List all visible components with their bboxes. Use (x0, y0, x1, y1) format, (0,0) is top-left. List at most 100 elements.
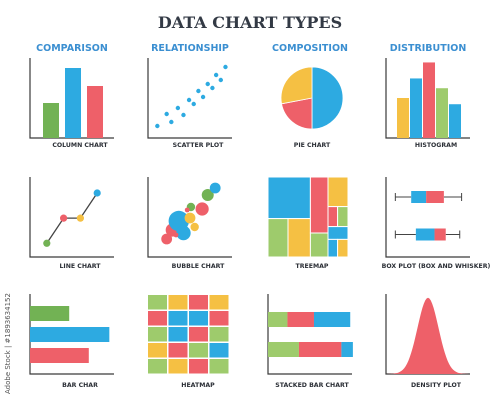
line-point-2 (76, 214, 84, 222)
stacked-seg-0-0 (268, 312, 288, 327)
chart-caption-10: STACKED BAR CHART (275, 382, 349, 389)
chart-panel-11 (385, 294, 470, 375)
chart-caption-0: COLUMN CHART (52, 142, 108, 149)
treemap-cell-0 (267, 176, 311, 220)
scatter-point-2 (169, 119, 174, 125)
bubble-0 (161, 233, 173, 245)
scatter-point-3 (175, 105, 181, 111)
chart-panel-10 (267, 294, 353, 375)
scatter-point-10 (210, 85, 215, 91)
scatter-point-8 (200, 94, 206, 100)
treemap-cell-5 (327, 176, 349, 208)
heatmap-cell-2-1 (168, 327, 188, 342)
pie-slice-0 (311, 66, 344, 130)
treemap-cell-2 (287, 218, 311, 258)
chart-panel-6 (267, 176, 349, 258)
chart-axes-10 (267, 294, 352, 375)
chart-caption-7: BOX PLOT (BOX AND WHISKER) (382, 263, 491, 270)
pie-slice-2 (280, 66, 313, 105)
heatmap-cell-2-3 (209, 327, 229, 342)
treemap-cell-3 (309, 176, 329, 234)
line-point-3 (93, 189, 101, 197)
bar-0-1 (65, 68, 81, 138)
chart-caption-11: DENSITY PLOT (411, 382, 462, 389)
scatter-point-0 (155, 123, 160, 129)
bubble-8 (201, 189, 214, 201)
stock-id: Adobe Stock | #1893634152 (4, 293, 12, 394)
heatmap-cell-0-1 (168, 295, 188, 310)
heatmap-cell-0-2 (189, 295, 208, 310)
box-upper-0 (426, 191, 444, 203)
stacked-seg-0-1 (287, 312, 314, 327)
page-title: DATA CHART TYPES (158, 13, 342, 32)
box-lower-1 (415, 228, 435, 241)
chart-panel-7 (385, 177, 470, 258)
bubble-3 (176, 225, 191, 241)
chart-axes-5 (147, 177, 232, 258)
scatter-point-12 (218, 77, 223, 83)
heatmap-cell-4-2 (189, 359, 208, 374)
chart-axes-7 (385, 177, 470, 258)
bubble-11 (184, 207, 190, 213)
heatmap-cell-2-2 (189, 327, 208, 342)
line-series (46, 192, 98, 244)
scatter-point-9 (205, 81, 210, 87)
hbar-1 (30, 327, 110, 342)
heatmap-cell-1-0 (148, 311, 167, 326)
scatter-point-11 (213, 72, 219, 78)
heatmap-cell-0-0 (148, 295, 167, 310)
treemap-cell-6 (327, 206, 339, 228)
stacked-seg-0-2 (313, 312, 351, 327)
chart-panel-0 (29, 58, 114, 139)
density-area (386, 297, 470, 374)
bubble-9 (209, 182, 221, 194)
chart-axes-1 (147, 58, 232, 139)
chart-panel-5 (147, 177, 232, 258)
bubble-4 (184, 212, 196, 224)
heatmap-cell-1-2 (189, 311, 208, 326)
chart-panel-2 (280, 66, 344, 130)
scatter-point-5 (186, 97, 192, 103)
category-distribution: DISTRIBUTION (390, 43, 467, 54)
chart-caption-9: HEATMAP (181, 382, 215, 389)
heatmap-cell-3-0 (148, 343, 167, 358)
heatmap-cell-3-2 (189, 343, 208, 358)
chart-axes-0 (29, 58, 114, 139)
hbar-2 (30, 348, 89, 363)
scatter-point-13 (223, 64, 228, 70)
chart-caption-3: HISTOGRAM (415, 142, 457, 149)
scatter-point-6 (191, 101, 196, 107)
treemap-cell-4 (309, 232, 329, 258)
line-point-0 (43, 239, 51, 247)
heatmap-cell-4-0 (148, 359, 167, 374)
box-lower-0 (411, 191, 427, 203)
scatter-point-4 (181, 112, 186, 118)
category-composition: COMPOSITION (272, 43, 348, 54)
box-upper-1 (434, 228, 446, 241)
scatter-point-7 (196, 88, 201, 94)
heatmap-cell-1-3 (209, 311, 229, 326)
treemap-cell-10 (337, 238, 349, 258)
bubble-5 (190, 222, 199, 232)
chart-caption-2: PIE CHART (294, 142, 331, 149)
bar-3-4 (449, 104, 461, 138)
chart-panel-8 (29, 294, 114, 375)
chart-panel-1 (147, 58, 232, 139)
stacked-seg-1-1 (298, 342, 342, 357)
pie-slice-1 (281, 97, 313, 130)
bubble-7 (195, 202, 209, 216)
hbar-0 (30, 306, 70, 321)
bar-0-2 (87, 86, 103, 138)
treemap-cell-7 (337, 206, 349, 228)
heatmap-cell-1-1 (168, 311, 188, 326)
chart-caption-8: BAR CHAR (62, 382, 98, 389)
treemap-cell-9 (327, 238, 339, 258)
bar-3-0 (397, 98, 409, 138)
chart-caption-4: LINE CHART (59, 263, 101, 270)
chart-panel-4 (29, 177, 114, 258)
treemap-cell-8 (327, 226, 349, 240)
heatmap-cell-3-3 (209, 343, 229, 358)
category-relationship: RELATIONSHIP (151, 43, 229, 54)
chart-caption-6: TREEMAP (296, 263, 329, 270)
